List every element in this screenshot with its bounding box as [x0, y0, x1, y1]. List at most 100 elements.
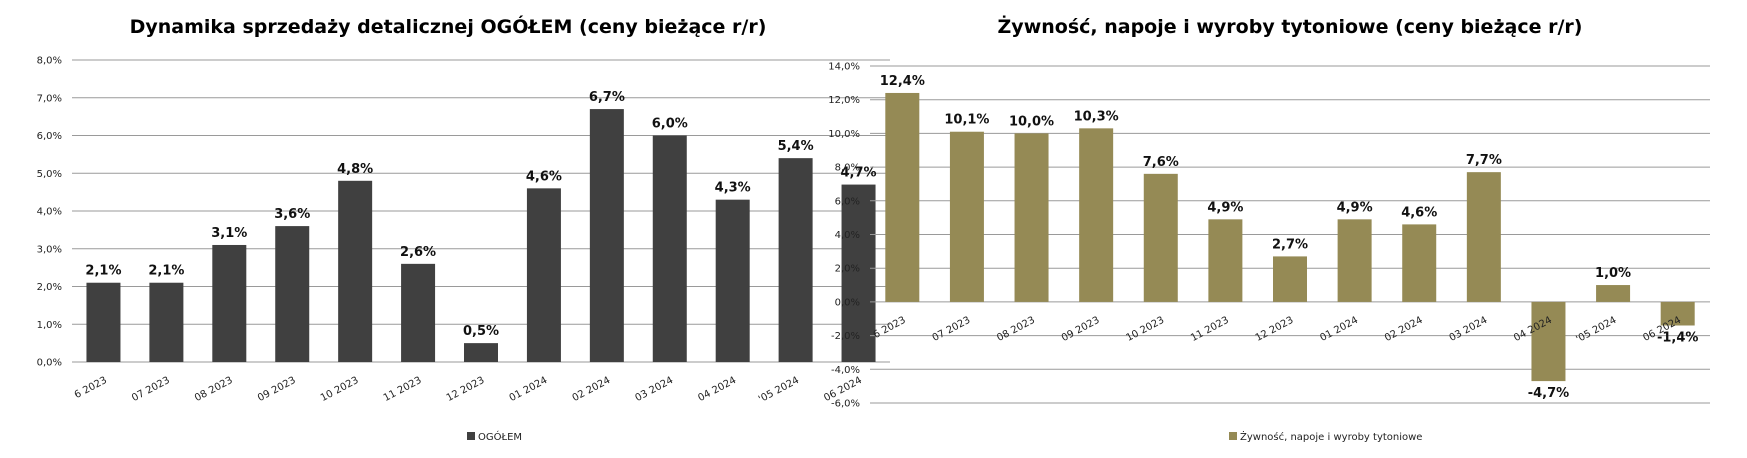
- y-tick-label: -6,0%: [831, 399, 860, 410]
- x-tick-label: '05 2024: [757, 375, 801, 405]
- bar: [401, 263, 436, 362]
- bar: [652, 135, 687, 362]
- x-tick-label: 03 2024: [633, 375, 675, 404]
- y-tick-label: 14,0%: [828, 62, 860, 73]
- x-tick-label: 12 2023: [1254, 315, 1296, 344]
- data-label: 2,6%: [400, 245, 436, 260]
- data-label: 6,0%: [652, 117, 688, 132]
- bar: [338, 180, 373, 362]
- x-tick-label: 11 2023: [1189, 315, 1231, 344]
- bar: [464, 343, 498, 362]
- x-tick-label: 07 2023: [130, 375, 172, 404]
- bar: [715, 199, 750, 362]
- x-tick-label: 02 2024: [1383, 315, 1425, 344]
- data-label: 1,0%: [1595, 266, 1631, 281]
- data-label: 12,4%: [880, 74, 925, 89]
- y-tick-label: 2,0%: [37, 282, 62, 293]
- x-tick-label: 11 2023: [382, 375, 424, 404]
- bar: [1466, 172, 1501, 302]
- x-tick-label: 09 2023: [256, 375, 298, 404]
- data-label: 10,1%: [944, 113, 989, 128]
- x-tick-label: 12 2023: [445, 375, 487, 404]
- bar: [1337, 219, 1372, 302]
- x-tick-label: 09 2023: [1060, 315, 1102, 344]
- data-label: 6,7%: [589, 90, 625, 105]
- bar: [149, 282, 184, 362]
- x-tick-label: 04 2024: [696, 375, 738, 404]
- x-tick-label: 08 2023: [193, 375, 235, 404]
- y-tick-label: 2,0%: [835, 264, 860, 275]
- legend-swatch: [1229, 432, 1237, 440]
- data-label: -1,4%: [1657, 330, 1698, 345]
- x-tick-label: 01 2024: [508, 375, 550, 404]
- x-tick-label: 10 2023: [319, 375, 361, 404]
- x-tick-label: 10 2023: [1124, 315, 1166, 344]
- bar: [949, 131, 984, 302]
- bar: [841, 184, 876, 362]
- data-label: 3,6%: [274, 207, 310, 222]
- data-label: 7,7%: [1466, 153, 1502, 168]
- bar: [526, 188, 561, 362]
- data-label: 4,6%: [1401, 205, 1437, 220]
- data-label: 4,7%: [841, 166, 877, 181]
- x-tick-label: 08 2023: [995, 315, 1037, 344]
- bar: [1531, 301, 1566, 382]
- bar: [86, 282, 121, 362]
- bar: [1208, 219, 1243, 302]
- data-label: -4,7%: [1528, 386, 1569, 401]
- y-tick-label: 10,0%: [828, 129, 860, 140]
- data-label: 2,7%: [1272, 237, 1308, 252]
- data-label: 4,9%: [1337, 200, 1373, 215]
- y-tick-label: 12,0%: [828, 95, 860, 106]
- y-tick-label: 5,0%: [37, 169, 62, 180]
- y-tick-label: 6,0%: [37, 131, 62, 142]
- bar: [1402, 224, 1437, 302]
- chart-1: Dynamika sprzedaży detalicznej OGÓŁEM (c…: [37, 14, 890, 443]
- y-tick-label: -4,0%: [831, 365, 860, 376]
- bar: [589, 109, 624, 362]
- data-label: 2,1%: [85, 264, 121, 279]
- chart-title: Żywność, napoje i wyroby tytoniowe (ceny…: [998, 14, 1583, 38]
- y-tick-label: 7,0%: [37, 93, 62, 104]
- y-tick-label: 8,0%: [835, 163, 860, 174]
- legend-label: OGÓŁEM: [478, 430, 522, 443]
- data-label: 10,0%: [1009, 114, 1054, 129]
- bar: [1079, 128, 1114, 302]
- data-label: 3,1%: [211, 226, 247, 241]
- data-label: 7,6%: [1143, 155, 1179, 170]
- y-tick-label: 8,0%: [37, 56, 62, 67]
- legend-label: Żywność, napoje i wyroby tytoniowe: [1240, 430, 1422, 443]
- x-tick-label: 03 2024: [1448, 315, 1490, 344]
- data-label: 4,6%: [526, 169, 562, 184]
- y-tick-label: -2,0%: [831, 331, 860, 342]
- bar: [1143, 173, 1178, 302]
- data-label: 4,3%: [715, 181, 751, 196]
- data-label: 4,9%: [1207, 200, 1243, 215]
- data-label: 0,5%: [463, 324, 499, 339]
- chart-title: Dynamika sprzedaży detalicznej OGÓŁEM (c…: [130, 14, 767, 38]
- y-tick-label: 4,0%: [835, 230, 860, 241]
- bar: [1014, 133, 1049, 302]
- bar: [885, 92, 920, 302]
- x-tick-label: 01 2024: [1318, 315, 1360, 344]
- x-tick-label: 02 2024: [571, 375, 613, 404]
- x-tick-label: '05 2024: [1574, 315, 1618, 345]
- y-tick-label: 1,0%: [37, 320, 62, 331]
- legend-swatch: [467, 432, 475, 440]
- x-tick-label: 07 2023: [931, 315, 973, 344]
- bar: [778, 158, 813, 362]
- data-label: 10,3%: [1074, 109, 1119, 124]
- bar: [1660, 301, 1695, 326]
- data-label: 2,1%: [148, 264, 184, 279]
- bar: [212, 244, 247, 362]
- chart-2: Żywność, napoje i wyroby tytoniowe (ceny…: [828, 14, 1710, 443]
- y-tick-label: 3,0%: [37, 244, 62, 255]
- y-tick-label: 0,0%: [835, 297, 860, 308]
- y-tick-label: 6,0%: [835, 196, 860, 207]
- data-label: 4,8%: [337, 162, 373, 177]
- y-tick-label: 4,0%: [37, 207, 62, 218]
- bar: [1596, 285, 1631, 302]
- bar: [275, 226, 310, 362]
- data-label: 5,4%: [778, 139, 814, 154]
